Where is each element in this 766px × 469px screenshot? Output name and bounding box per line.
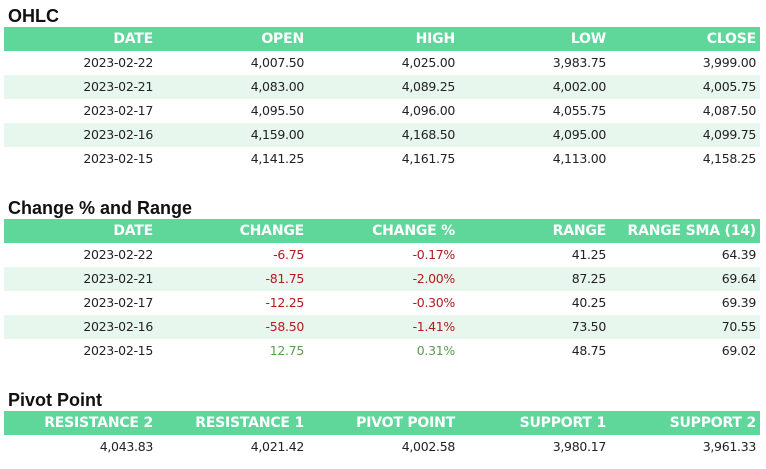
table-cell: 2023-02-22 [83,247,153,262]
column-header: OPEN [157,27,308,51]
pivot-point-section-title: Pivot Point [8,390,102,410]
table-cell: 4,096.00 [401,103,456,118]
table-row: 2023-02-22 4,007.50 4,025.00 3,983.75 3,999.… [4,51,760,75]
column-header: HIGH [308,27,459,51]
table-cell: 3,999.00 [702,55,757,70]
column-header: SUPPORT 2 [610,411,760,435]
table-cell: -58.50 [157,315,308,339]
table-cell: 41.25 [571,247,607,262]
table-row: 2023-02-21 4,083.00 4,089.25 4,002.00 4,005.… [4,75,760,99]
table-row: 2023-02-15 4,141.25 4,161.75 4,113.00 4,158.… [4,147,760,171]
table-cell: -81.75 [157,267,308,291]
change-range-table: DATE CHANGE CHANGE % RANGE RANGE SMA (14) 20… [4,219,760,363]
column-header: RESISTANCE 2 [4,411,157,435]
column-header: CLOSE [610,27,760,51]
table-cell: 2023-02-17 [83,295,153,310]
column-header: DATE [4,27,157,51]
table-cell: -6.75 [273,247,304,262]
table-cell: 3,980.17 [552,439,607,454]
column-header: SUPPORT 1 [459,411,610,435]
table-cell: 2023-02-16 [4,315,157,339]
table-cell: 4,095.50 [250,103,305,118]
table-cell: 2023-02-15 [83,151,153,166]
table-cell: 73.50 [459,315,610,339]
table-cell: 64.39 [721,247,757,262]
column-header: PIVOT POINT [308,411,459,435]
table-header-row: RESISTANCE 2 RESISTANCE 1 PIVOT POINT SUPPO… [4,411,760,435]
table-cell: 4,141.25 [250,151,305,166]
table-cell: 2023-02-17 [83,103,153,118]
table-cell: 4,007.50 [250,55,305,70]
table-cell: -1.41% [308,315,459,339]
change-range-section-title: Change % and Range [8,198,193,218]
table-cell: -12.25 [265,295,305,310]
ohlc-section-title: OHLC [8,6,59,26]
table-cell: 2023-02-22 [83,55,153,70]
column-header: LOW [459,27,610,51]
table-header-row: DATE OPEN HIGH LOW CLOSE [4,27,760,51]
table-cell: 2023-02-16 [4,123,157,147]
table-cell: 70.55 [610,315,760,339]
table-cell: 69.39 [721,295,757,310]
table-cell: 4,158.25 [702,151,757,166]
table-cell: 4,021.42 [250,439,305,454]
table-cell: 3,961.33 [702,439,757,454]
table-cell: 4,055.75 [552,103,607,118]
table-cell: 2023-02-15 [83,343,153,358]
table-cell: 4,005.75 [610,75,760,99]
table-cell: -0.17% [412,247,456,262]
table-cell: -2.00% [308,267,459,291]
pivot-point-table: RESISTANCE 2 RESISTANCE 1 PIVOT POINT SUPPO… [4,411,760,459]
table-cell: 4,025.00 [401,55,456,70]
column-header: DATE [4,219,157,243]
table-row: 2023-02-16 4,159.00 4,168.50 4,095.00 4,099.… [4,123,760,147]
table-cell: -0.30% [412,295,456,310]
table-row: 2023-02-21 -81.75 -2.00% 87.25 69.64 [4,267,760,291]
table-cell: 4,002.58 [401,439,456,454]
table-row: 2023-02-16 -58.50 -1.41% 73.50 70.55 [4,315,760,339]
table-header-row: DATE CHANGE CHANGE % RANGE RANGE SMA (14) [4,219,760,243]
table-cell: 12.75 [269,343,305,358]
table-cell: 4,113.00 [552,151,607,166]
table-cell: 69.64 [610,267,760,291]
table-cell: 4,083.00 [157,75,308,99]
table-cell: 4,095.00 [459,123,610,147]
table-cell: 4,099.75 [610,123,760,147]
table-row: 4,043.83 4,021.42 4,002.58 3,980.17 3,961.33 [4,435,760,459]
table-cell: 4,043.83 [99,439,154,454]
table-cell: 4,089.25 [308,75,459,99]
column-header: RANGE SMA (14) [610,219,760,243]
table-cell: 4,087.50 [702,103,757,118]
table-cell: 0.31% [416,343,456,358]
table-cell: 48.75 [571,343,607,358]
table-cell: 69.02 [721,343,757,358]
table-cell: 3,983.75 [552,55,607,70]
table-row: 2023-02-22 -6.75 -0.17% 41.25 64.39 [4,243,760,267]
table-cell: 2023-02-21 [4,75,157,99]
table-cell: 4,159.00 [157,123,308,147]
column-header: RANGE [459,219,610,243]
table-row: 2023-02-15 12.75 0.31% 48.75 69.02 [4,339,760,363]
table-cell: 4,161.75 [401,151,456,166]
table-row: 2023-02-17 -12.25 -0.30% 40.25 69.39 [4,291,760,315]
table-cell: 2023-02-21 [4,267,157,291]
table-cell: 87.25 [459,267,610,291]
column-header: RESISTANCE 1 [157,411,308,435]
table-cell: 40.25 [571,295,607,310]
table-cell: 4,168.50 [308,123,459,147]
column-header: CHANGE % [308,219,459,243]
table-row: 2023-02-17 4,095.50 4,096.00 4,055.75 4,087.… [4,99,760,123]
table-cell: 4,002.00 [459,75,610,99]
ohlc-table: DATE OPEN HIGH LOW CLOSE 2023-02-22 4,007.50 4… [4,27,760,171]
column-header: CHANGE [157,219,308,243]
